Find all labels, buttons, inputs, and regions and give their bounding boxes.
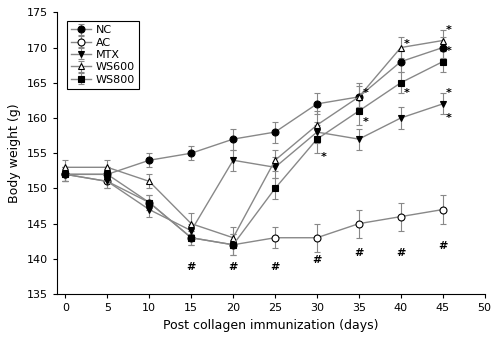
Text: #: #: [438, 241, 448, 251]
Text: *: *: [320, 152, 326, 162]
Text: *: *: [362, 117, 368, 126]
Text: *: *: [446, 46, 452, 56]
Y-axis label: Body weight (g): Body weight (g): [8, 103, 22, 203]
Text: #: #: [228, 262, 238, 272]
Text: *: *: [446, 113, 452, 123]
Text: *: *: [404, 88, 410, 98]
X-axis label: Post collagen immunization (days): Post collagen immunization (days): [163, 319, 378, 332]
Text: *: *: [404, 39, 410, 49]
Text: *: *: [446, 88, 452, 98]
Text: #: #: [186, 262, 196, 272]
Text: #: #: [270, 262, 280, 272]
Text: *: *: [446, 25, 452, 35]
Text: #: #: [354, 248, 364, 258]
Text: #: #: [312, 255, 322, 265]
Text: *: *: [362, 88, 368, 98]
Text: #: #: [396, 248, 406, 258]
Legend: NC, AC, MTX, WS600, WS800: NC, AC, MTX, WS600, WS800: [67, 21, 140, 89]
